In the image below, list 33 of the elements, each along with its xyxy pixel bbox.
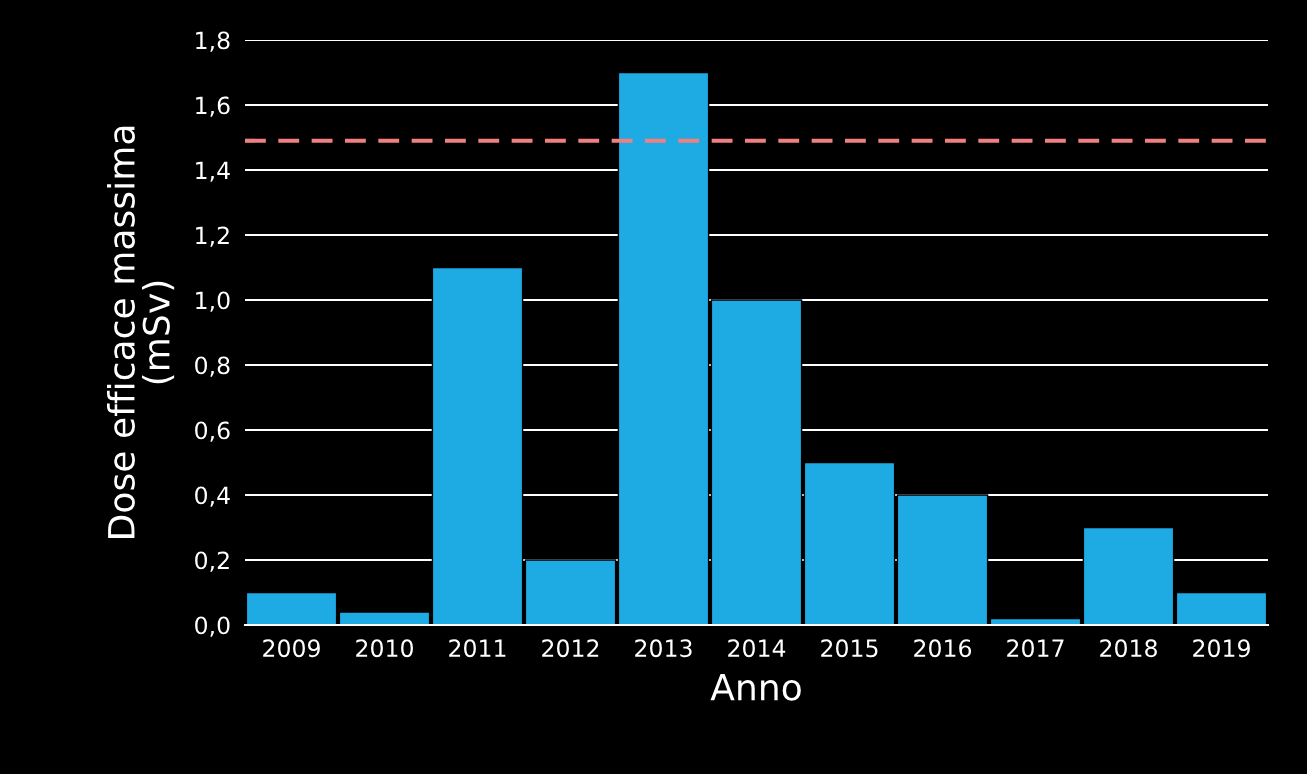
y-tick-label: 0,2 [195,551,229,572]
y-tick-label: 1,0 [196,291,230,312]
y-tick-label: 1,8 [196,31,230,52]
bar [431,266,524,625]
x-tick-label: 2011 [449,639,506,658]
x-tick-label: 2016 [914,639,972,658]
bar [524,559,617,625]
y-tick-label: 0,4 [195,486,230,507]
y-tick-label: 1,2 [196,226,229,247]
y-tick-label: 1,4 [196,161,230,182]
bar [1082,526,1175,625]
x-tick-label: 2019 [1193,639,1250,658]
x-tick-label: 2013 [635,639,692,658]
bar [896,494,989,625]
y-tick-label: 0,8 [195,356,230,377]
y-tick-label: 1,6 [196,96,230,117]
x-tick-label: 2010 [356,639,413,658]
y-tick-label: 0,6 [195,421,230,442]
bar [1175,591,1268,625]
y-axis-title: Dose efficace massima (mSv) [107,126,175,538]
x-axis-title: Anno [710,673,801,701]
x-tick-label: 2014 [728,639,786,658]
bar [338,611,431,625]
bar [710,299,803,625]
x-tick-label: 2012 [542,639,599,658]
bar [245,591,338,625]
x-tick-label: 2015 [821,639,878,658]
x-tick-label: 2017 [1007,639,1064,658]
x-tick-label: 2009 [263,639,320,658]
bar [803,461,896,625]
y-tick-label: 0,0 [195,616,230,637]
x-tick-label: 2018 [1100,639,1157,658]
bar [617,71,710,625]
